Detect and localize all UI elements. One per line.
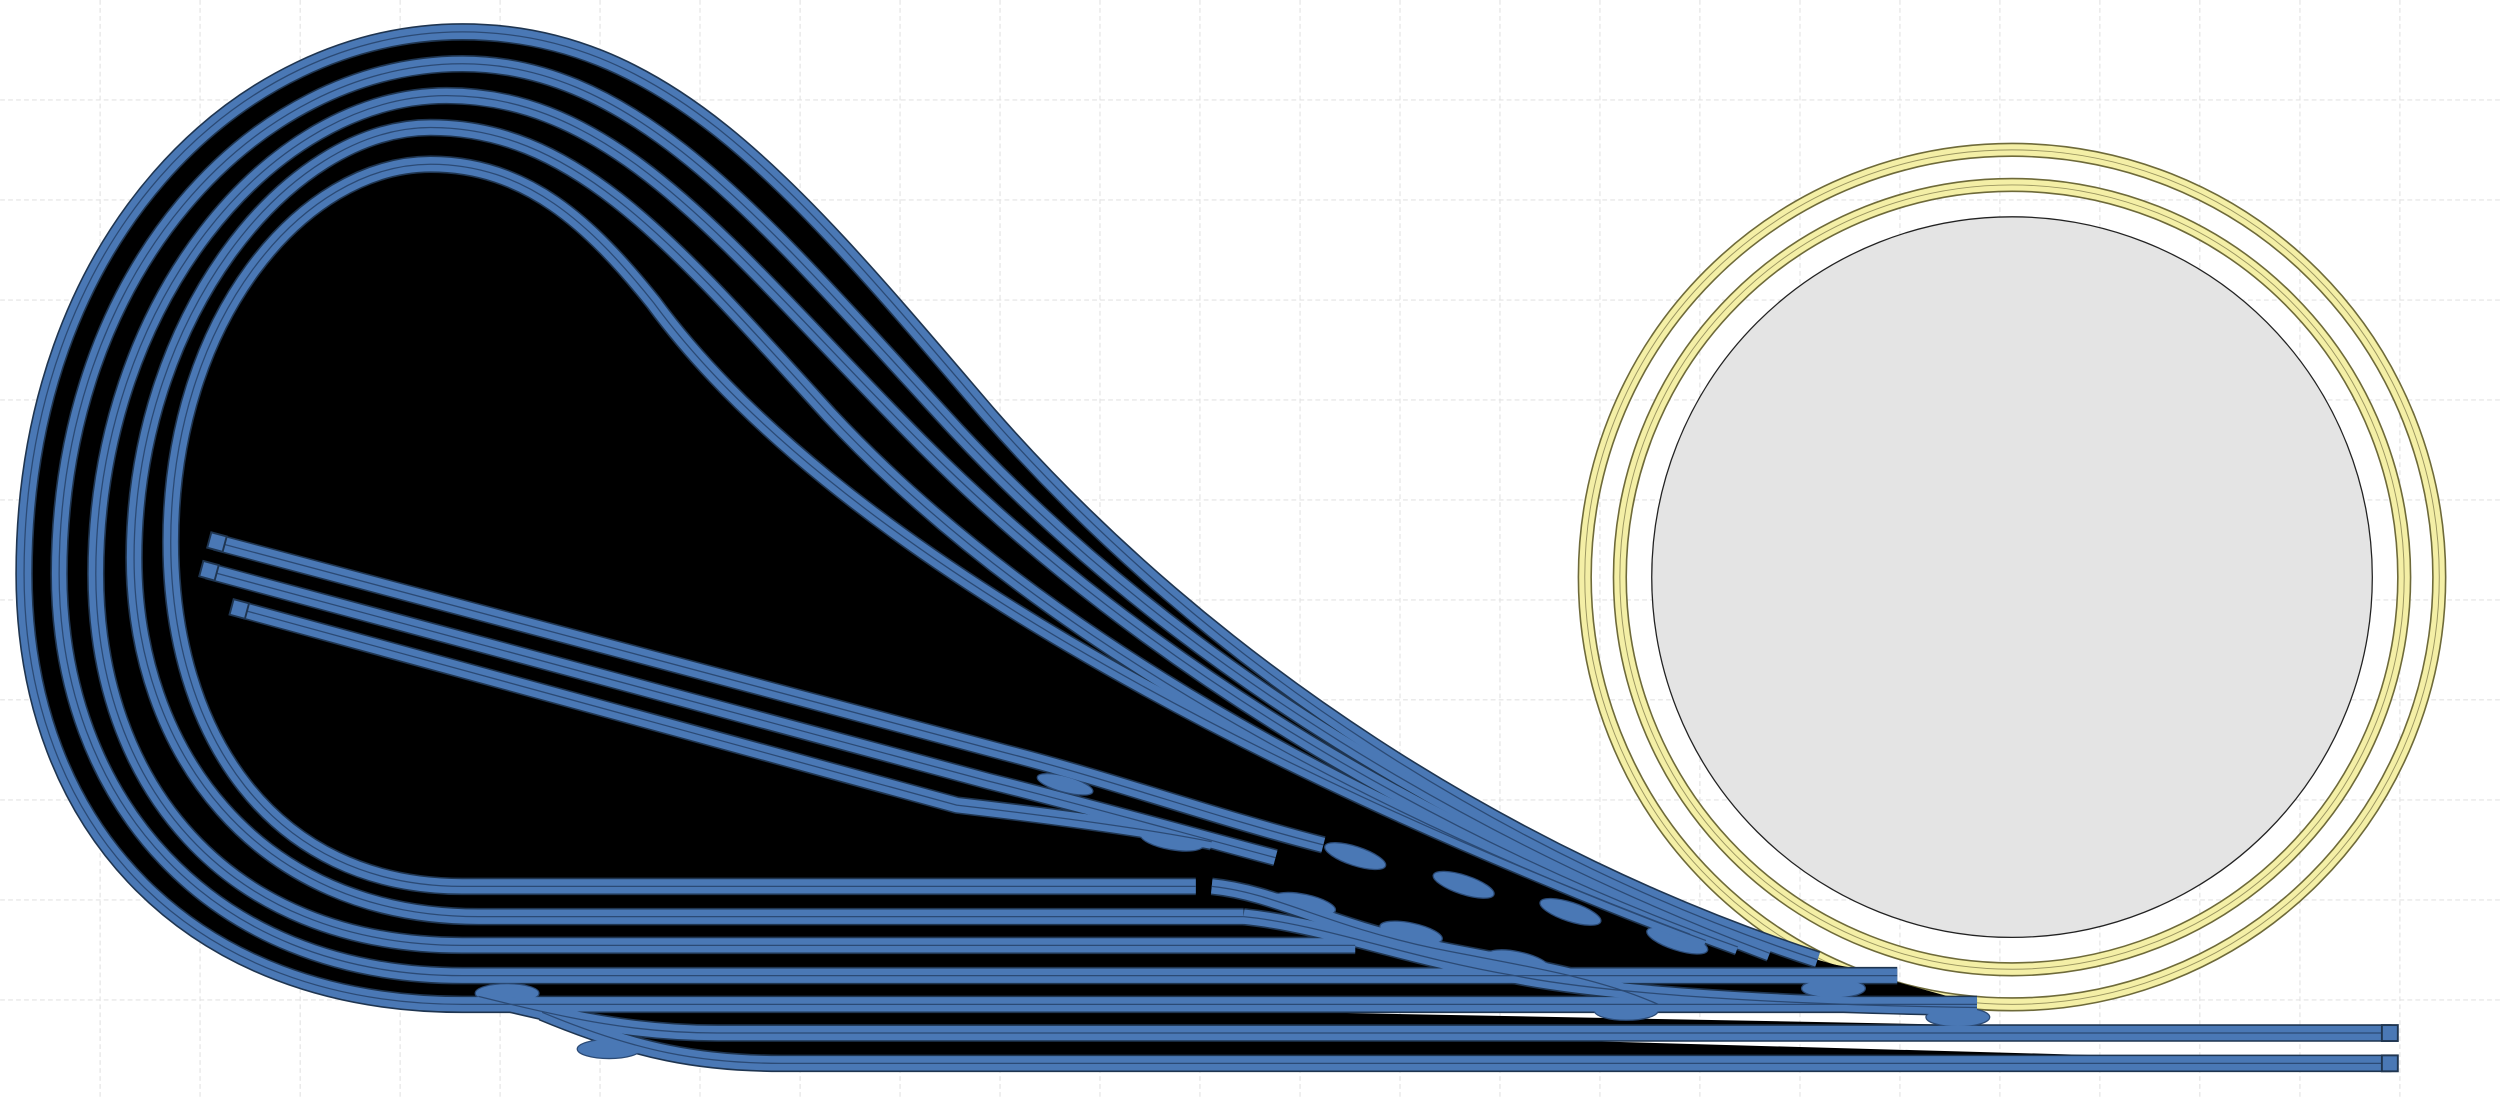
bumpers	[198, 531, 2399, 1073]
turntable	[1651, 216, 2373, 939]
circle-tracks	[1577, 142, 2447, 1012]
